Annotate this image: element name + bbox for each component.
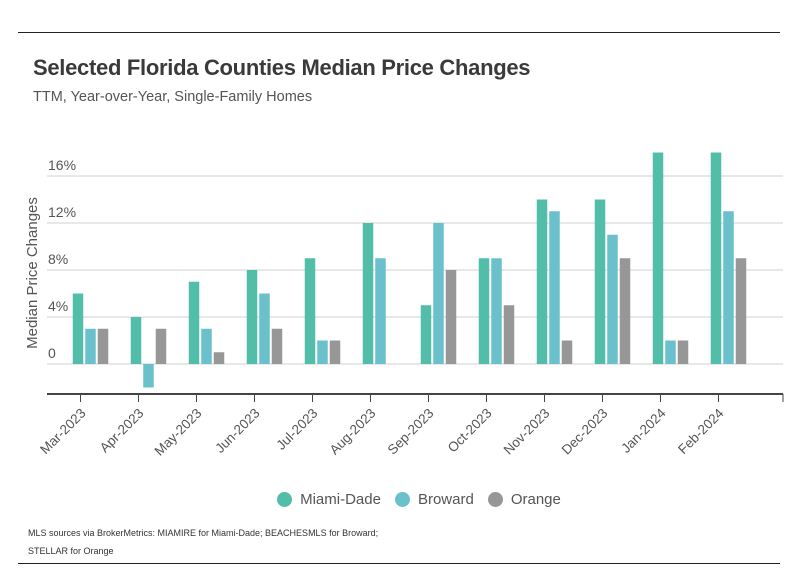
bar-broward-jun-2023	[259, 293, 270, 364]
bar-broward-apr-2023	[143, 364, 154, 388]
bar-miami-dade-aug-2023	[362, 223, 374, 364]
legend: Miami-Dade Broward Orange	[0, 491, 798, 508]
x-tick-label: Apr-2023	[97, 406, 147, 456]
y-tick-label: 0	[48, 345, 56, 361]
chart-subtitle: TTM, Year-over-Year, Single-Family Homes	[33, 89, 313, 105]
legend-swatch-miami-dade	[277, 492, 293, 507]
bar-miami-dade-dec-2023	[594, 199, 606, 364]
bar-miami-dade-may-2023	[188, 281, 200, 364]
bar-miami-dade-jan-2024	[652, 152, 664, 364]
legend-label: Broward	[417, 491, 474, 508]
bar-orange-jan-2024	[677, 340, 689, 364]
y-tick-label: 8%	[48, 251, 68, 267]
bar-miami-dade-nov-2023	[536, 199, 548, 364]
x-tick-label: Sep-2023	[385, 406, 437, 458]
legend-item-broward: Broward	[394, 491, 474, 508]
y-tick-label: 12%	[48, 204, 76, 220]
bar-broward-dec-2023	[607, 234, 618, 364]
bar-orange-dec-2023	[619, 258, 631, 364]
x-tick-label: Jul-2023	[273, 406, 320, 453]
x-axis: Mar-2023 Apr-2023 May-2023 Jun-2023 Jul-2023…	[37, 393, 784, 459]
bar-miami-dade-feb-2024	[710, 152, 722, 364]
x-tick-label: Nov-2023	[501, 406, 553, 458]
chart-title: Selected Florida Counties Median Price C…	[33, 55, 531, 80]
x-tick-label: Jun-2023	[212, 406, 262, 456]
bar-orange-sep-2023	[445, 270, 457, 364]
y-tick-label: 16%	[48, 157, 76, 173]
bar-miami-dade-sep-2023	[420, 305, 432, 364]
legend-item-miami-dade: Miami-Dade	[277, 491, 381, 508]
legend-label: Orange	[510, 491, 561, 508]
bar-miami-dade-apr-2023	[130, 317, 142, 364]
x-tick-label: May-2023	[152, 406, 205, 459]
bar-miami-dade-jul-2023	[304, 258, 316, 364]
legend-item-orange: Orange	[487, 491, 561, 508]
bar-orange-jul-2023	[329, 340, 341, 364]
bar-orange-jun-2023	[271, 328, 283, 364]
bar-orange-may-2023	[213, 352, 225, 364]
y-tick-label: 4%	[48, 298, 68, 314]
top-rule	[18, 32, 780, 33]
y-axis-ticks: 0 4% 8% 12% 16%	[48, 157, 76, 361]
source-note-line-1: MLS sources via BrokerMetrics: MIAMIRE f…	[28, 528, 379, 538]
bar-orange-apr-2023	[155, 328, 167, 364]
bar-broward-jul-2023	[317, 340, 328, 364]
x-tick-label: Feb-2024	[675, 405, 727, 457]
bar-miami-dade-jun-2023	[246, 270, 258, 364]
bar-miami-dade-oct-2023	[478, 258, 490, 364]
bar-orange-oct-2023	[503, 305, 515, 364]
bottom-rule	[18, 563, 780, 564]
x-tick-label: Oct-2023	[445, 406, 495, 456]
bar-orange-feb-2024	[735, 258, 747, 364]
source-note-line-2: STELLAR for Orange	[28, 546, 114, 556]
bar-broward-nov-2023	[549, 211, 560, 364]
bar-orange-mar-2023	[97, 328, 109, 364]
x-tick-label: Mar-2023	[37, 406, 88, 457]
bar-broward-oct-2023	[491, 258, 502, 364]
bar-broward-feb-2024	[723, 211, 734, 364]
bar-miami-dade-mar-2023	[72, 293, 84, 364]
legend-label: Miami-Dade	[300, 491, 381, 508]
bar-broward-mar-2023	[85, 328, 96, 364]
legend-swatch-orange	[487, 492, 503, 507]
bar-broward-sep-2023	[433, 223, 444, 364]
x-tick-label: Aug-2023	[327, 406, 379, 458]
y-axis-label: Median Price Changes	[24, 197, 41, 349]
x-tick-label: Jan-2024	[618, 405, 669, 456]
x-tick-label: Dec-2023	[559, 406, 611, 458]
bar-orange-nov-2023	[561, 340, 573, 364]
bar-broward-jan-2024	[665, 340, 676, 364]
bar-broward-aug-2023	[375, 258, 386, 364]
bar-broward-may-2023	[201, 328, 212, 364]
bars	[72, 152, 747, 388]
legend-swatch-broward	[394, 492, 410, 507]
